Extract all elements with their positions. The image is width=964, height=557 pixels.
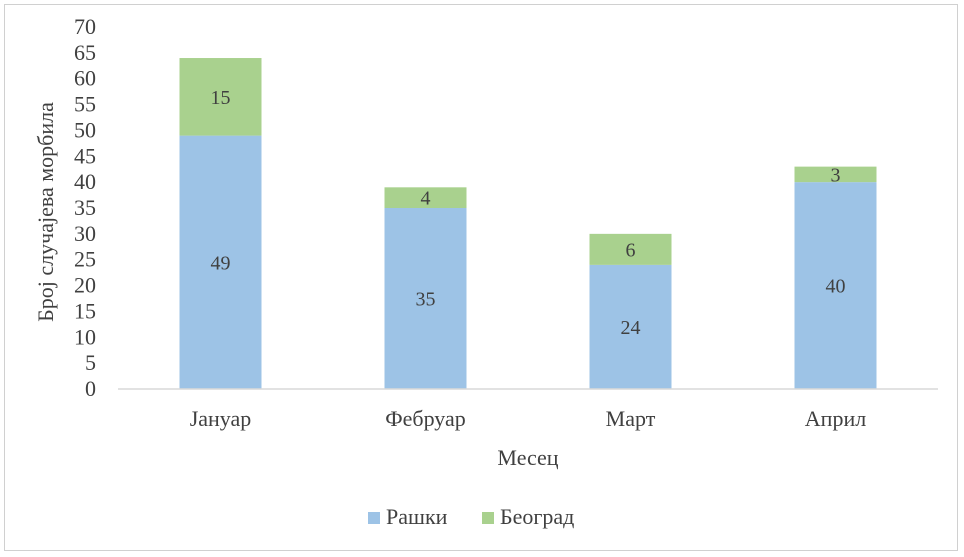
y-tick-label: 65 (74, 40, 96, 65)
y-tick-label: 0 (85, 376, 96, 401)
data-label: 49 (211, 252, 231, 274)
legend: Рашки Београд (368, 504, 574, 529)
y-tick-label: 30 (74, 221, 96, 246)
y-tick-label: 5 (85, 350, 96, 375)
y-tick-label: 60 (74, 66, 96, 91)
data-label: 3 (831, 164, 841, 186)
bar-segment-beograd (179, 58, 262, 136)
x-axis-title: Месец (497, 445, 558, 470)
data-labels: 49 15 35 4 24 6 40 3 (211, 87, 846, 339)
legend-label: Београд (500, 504, 574, 529)
data-label: 35 (416, 289, 436, 311)
data-label: 15 (211, 87, 231, 109)
x-category-label: Март (606, 406, 656, 431)
data-label: 4 (421, 188, 431, 210)
y-tick-label: 20 (74, 273, 96, 298)
bar-segment-raski (179, 135, 262, 389)
data-label: 24 (621, 317, 641, 339)
bars (179, 58, 877, 389)
y-tick-label: 15 (74, 298, 96, 323)
y-tick-label: 10 (74, 324, 96, 349)
x-category-label: Април (805, 406, 866, 431)
x-category-label: Фебруар (385, 406, 466, 431)
data-label: 40 (826, 276, 846, 298)
bar-segment-beograd (794, 166, 877, 183)
y-tick-label: 70 (74, 14, 96, 39)
legend-label: Рашки (386, 504, 448, 529)
bar-segment-raski (384, 208, 467, 389)
y-tick-label: 45 (74, 143, 96, 168)
bar-segment-beograd (589, 233, 672, 265)
legend-swatch (368, 512, 380, 524)
y-axis-title: Број случајева морбила (33, 102, 58, 322)
bar-segment-raski (589, 264, 672, 389)
y-tick-label: 40 (74, 169, 96, 194)
y-tick-label: 50 (74, 117, 96, 142)
legend-swatch (482, 512, 494, 524)
bar-segment-beograd (384, 187, 467, 208)
y-tick-label: 55 (74, 92, 96, 117)
data-label: 6 (626, 239, 636, 261)
x-axis-categories: Јануар Фебруар Март Април (190, 406, 867, 431)
x-category-label: Јануар (190, 406, 252, 431)
bar-segment-raski (794, 182, 877, 389)
y-tick-label: 25 (74, 247, 96, 272)
y-tick-label: 35 (74, 195, 96, 220)
